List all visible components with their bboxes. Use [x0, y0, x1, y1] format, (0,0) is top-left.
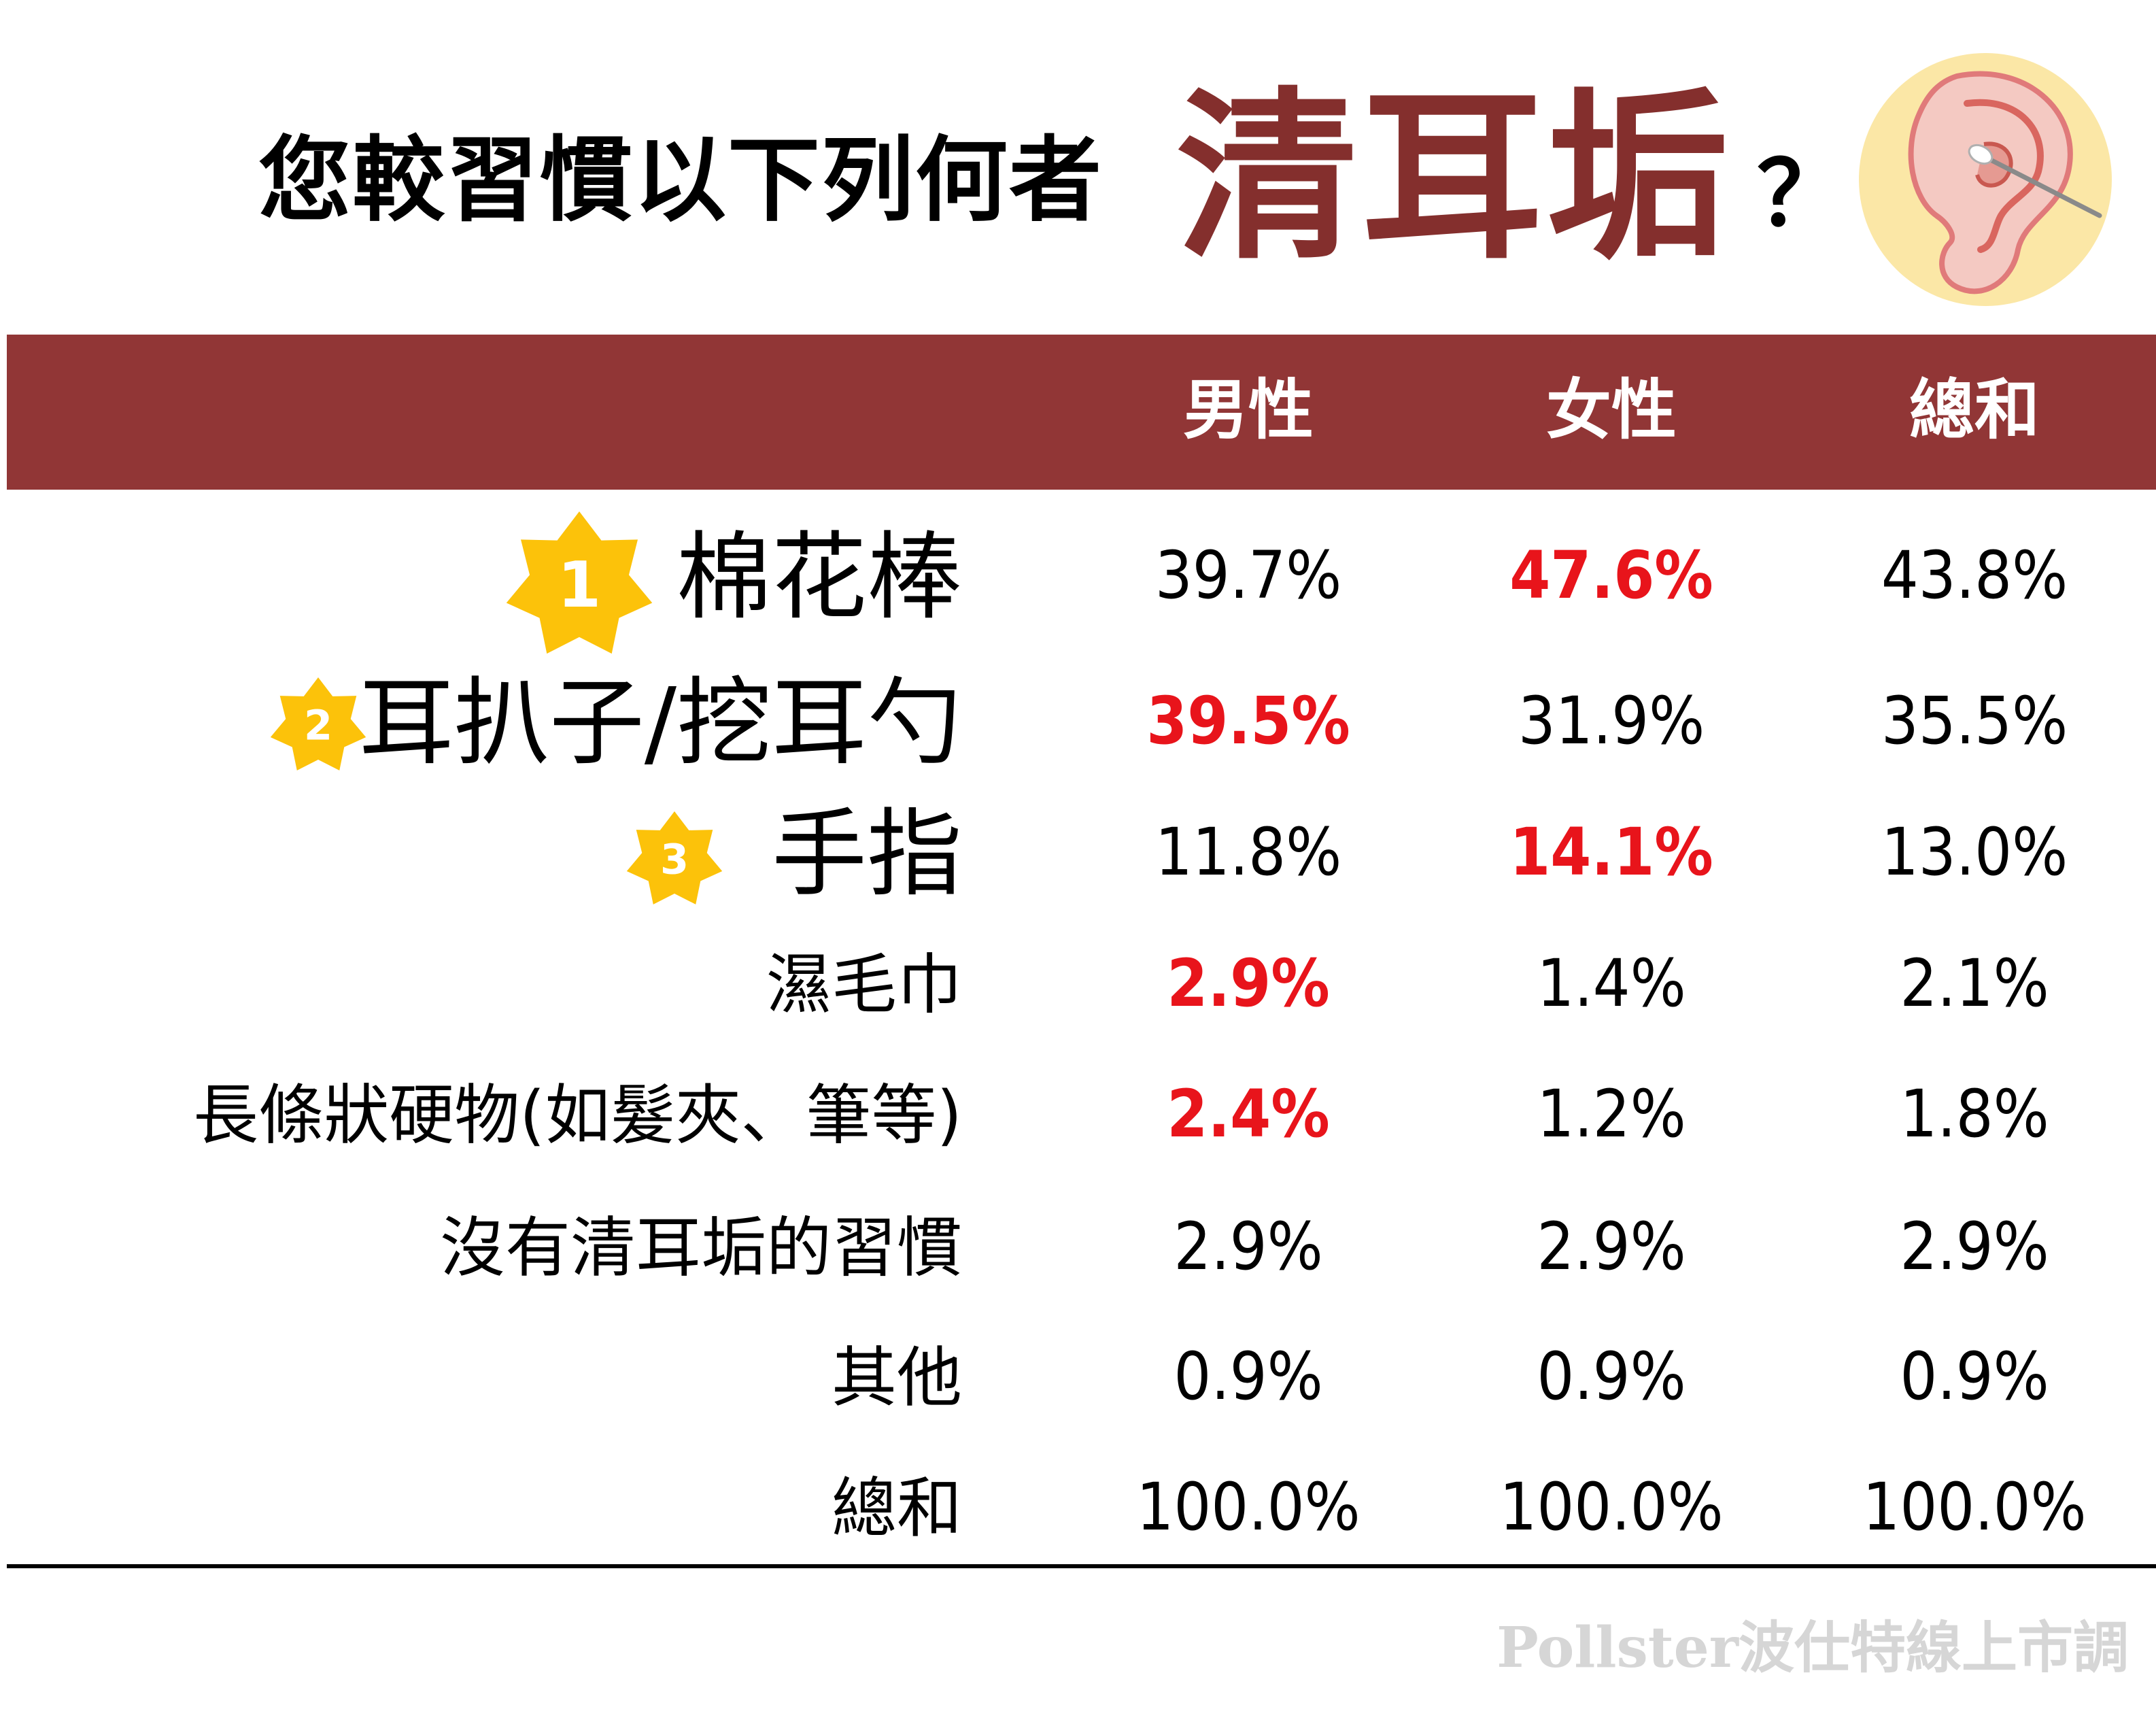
- table-cell: 0.9%: [1537, 1338, 1686, 1415]
- table-cell: 14.1%: [1509, 814, 1713, 890]
- table-cell: 0.9%: [1174, 1338, 1323, 1415]
- star-badge-icon: 3: [626, 811, 723, 905]
- row-label: 其他: [832, 1340, 962, 1416]
- row-label: 沒有清耳垢的習慣: [440, 1210, 962, 1286]
- table-cell: 11.8%: [1154, 814, 1342, 890]
- rank-number: 1: [558, 548, 601, 622]
- title-suffix: ？: [1757, 142, 1847, 247]
- table-cell: 100.0%: [1499, 1469, 1724, 1545]
- table-cell: 0.9%: [1900, 1338, 2049, 1415]
- table-cell: 47.6%: [1509, 537, 1713, 613]
- row-label: 總和: [832, 1470, 962, 1546]
- title-prefix: 您較習慣以下列何者: [258, 127, 1103, 235]
- table-cell: 35.5%: [1881, 683, 2068, 759]
- column-header-female: 女性: [1546, 372, 1677, 448]
- table-cell: 1.2%: [1537, 1076, 1686, 1152]
- rank-number: 3: [660, 836, 689, 883]
- table-cell: 2.9%: [1174, 1209, 1323, 1285]
- table-cell: 43.8%: [1881, 537, 2068, 613]
- star-badge-icon: 1: [506, 511, 653, 654]
- header-band: [7, 335, 2156, 490]
- row-label: 耳扒子/挖耳勺: [358, 668, 962, 779]
- row-label: 濕毛巾: [766, 947, 962, 1023]
- table-cell: 100.0%: [1862, 1469, 2087, 1545]
- row-label: 手指: [771, 799, 962, 910]
- table-cell: 2.9%: [1167, 945, 1330, 1021]
- table-cell: 2.4%: [1167, 1076, 1330, 1152]
- table-cell: 39.7%: [1154, 537, 1342, 613]
- bottom-rule: [7, 1564, 2156, 1568]
- column-header-male: 男性: [1183, 372, 1314, 448]
- ear-with-cotton-swab-icon: [1859, 53, 2112, 306]
- table-cell: 39.5%: [1146, 683, 1350, 759]
- title-highlight: 清耳垢: [1176, 72, 1731, 284]
- table-cell: 2.1%: [1900, 945, 2049, 1021]
- watermark: Pollster波仕特線上市調: [1496, 1615, 2129, 1680]
- table-cell: 2.9%: [1900, 1209, 2049, 1285]
- table-cell: 2.9%: [1537, 1209, 1686, 1285]
- column-header-total: 總和: [1909, 372, 2040, 448]
- rank-number: 2: [304, 702, 332, 749]
- table-cell: 1.4%: [1537, 945, 1686, 1021]
- star-badge-icon: 2: [270, 677, 366, 771]
- table-cell: 1.8%: [1900, 1076, 2049, 1152]
- table-cell: 31.9%: [1518, 683, 1705, 759]
- table-cell: 100.0%: [1136, 1469, 1361, 1545]
- row-label: 棉花棒: [676, 522, 962, 633]
- table-cell: 13.0%: [1881, 814, 2068, 890]
- row-label: 長條狀硬物(如髮夾、筆等): [193, 1077, 962, 1153]
